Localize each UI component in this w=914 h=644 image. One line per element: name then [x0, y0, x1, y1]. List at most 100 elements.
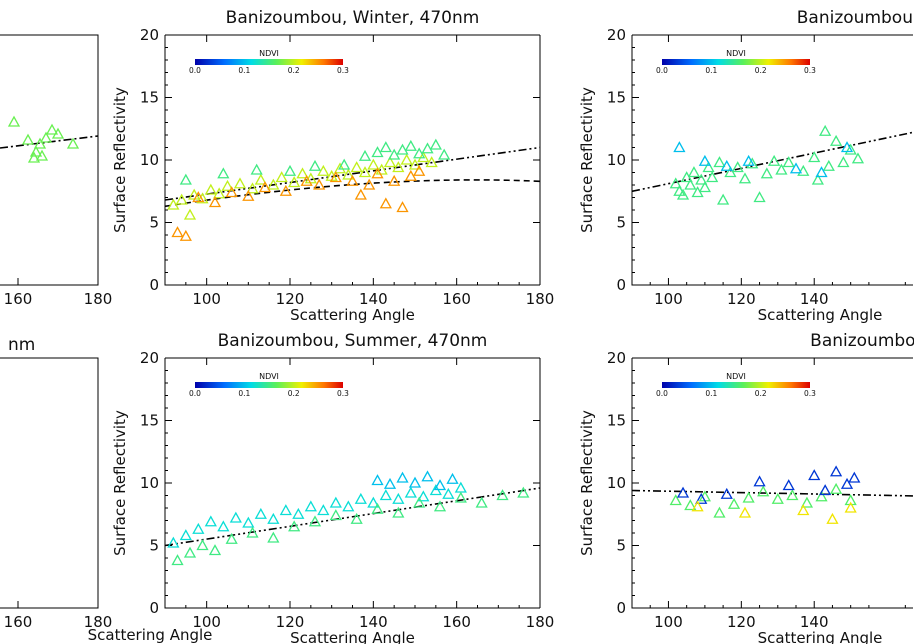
data-point	[706, 171, 719, 183]
data-point	[246, 182, 259, 194]
data-point	[775, 163, 788, 175]
x-tick-label: 140	[359, 290, 388, 308]
data-point	[296, 167, 309, 179]
y-tick-label: 5	[616, 537, 626, 555]
y-tick-label: 10	[140, 151, 159, 169]
data-point	[333, 162, 347, 174]
data-point	[350, 161, 363, 173]
data-point	[167, 536, 180, 548]
ndvi-colorbar-tick: 0.1	[238, 66, 250, 75]
ndvi-colorbar-tick: 0.3	[804, 389, 816, 398]
x-tick-label: 120	[276, 290, 305, 308]
data-point	[383, 156, 397, 168]
data-point	[217, 520, 230, 532]
ndvi-colorbar-label: NDVI	[726, 372, 746, 381]
data-point	[242, 516, 255, 528]
data-point	[275, 171, 288, 183]
data-point	[698, 490, 711, 502]
data-point	[250, 163, 263, 175]
data-point	[753, 475, 766, 487]
data-point	[475, 496, 488, 508]
data-point	[822, 159, 835, 171]
data-point	[233, 177, 247, 189]
data-point	[192, 191, 205, 203]
data-point	[66, 137, 80, 149]
x-tick-label: 160	[4, 613, 33, 631]
data-point	[267, 512, 280, 524]
data-point	[254, 173, 267, 185]
data-point	[676, 188, 690, 200]
data-point	[183, 208, 197, 220]
data-point	[367, 158, 380, 170]
data-point	[33, 137, 47, 149]
data-point	[727, 497, 741, 509]
data-point	[379, 489, 392, 501]
y-tick-label: 0	[616, 276, 626, 294]
y-axis-label: Surface Reflectivity	[111, 410, 129, 556]
data-point	[308, 159, 322, 171]
data-point	[313, 178, 326, 190]
y-axis-label: Surface Reflectivity	[578, 410, 596, 556]
x-axis-label: Scattering Angle	[290, 306, 415, 324]
data-point	[317, 504, 330, 516]
data-point	[229, 511, 242, 523]
data-point	[844, 501, 857, 513]
x-tick-label: 160	[442, 613, 471, 631]
data-point	[829, 482, 843, 494]
panel-title-2: Banizoumbou, Summer, 470nm	[218, 331, 488, 351]
partial-left-frame	[0, 357, 99, 609]
data-point	[225, 186, 238, 198]
ndvi-colorbar	[662, 382, 810, 388]
data-point	[698, 181, 711, 193]
data-point	[676, 486, 690, 498]
data-point	[840, 141, 854, 153]
data-point	[279, 184, 292, 196]
data-point	[786, 489, 799, 501]
data-point	[221, 179, 234, 191]
data-point	[213, 187, 226, 199]
data-point	[442, 487, 455, 499]
y-tick-label: 15	[607, 412, 626, 430]
data-point	[429, 138, 442, 150]
data-point	[288, 176, 301, 188]
data-point	[404, 486, 417, 498]
x-tick-label: 180	[84, 290, 113, 308]
x-tick-label: 180	[84, 613, 113, 631]
data-point	[811, 173, 824, 185]
data-point	[760, 167, 773, 179]
data-point	[196, 539, 209, 551]
ndvi-colorbar	[662, 59, 810, 65]
ndvi-colorbar-tick: 0.1	[238, 389, 250, 398]
data-point	[691, 500, 704, 512]
data-point	[815, 166, 828, 178]
data-point	[292, 507, 305, 519]
x-tick-label: 120	[727, 613, 756, 631]
data-point	[242, 189, 255, 201]
ndvi-colorbar-tick: 0.1	[705, 66, 717, 75]
data-point	[738, 506, 752, 518]
data-point	[844, 494, 857, 506]
ndvi-colorbar-tick: 0.2	[288, 389, 300, 398]
data-point	[354, 492, 367, 504]
data-point	[829, 465, 843, 477]
data-point	[7, 115, 21, 127]
data-point	[695, 492, 708, 504]
x-tick-label: 120	[727, 290, 756, 308]
data-point	[819, 124, 832, 136]
data-point	[208, 544, 222, 556]
data-point	[392, 161, 405, 173]
data-point	[45, 123, 59, 135]
data-point	[367, 496, 380, 508]
data-point	[346, 174, 359, 186]
fit-line-dash-dot	[164, 146, 541, 201]
y-tick-label: 0	[616, 599, 626, 617]
data-point	[329, 496, 342, 508]
data-point	[446, 472, 459, 484]
data-point	[413, 496, 426, 508]
x-tick-label: 100	[192, 290, 221, 308]
data-point	[39, 131, 53, 143]
data-point	[496, 489, 509, 501]
data-point	[225, 532, 238, 544]
y-tick-label: 0	[149, 599, 159, 617]
data-point	[454, 491, 467, 503]
